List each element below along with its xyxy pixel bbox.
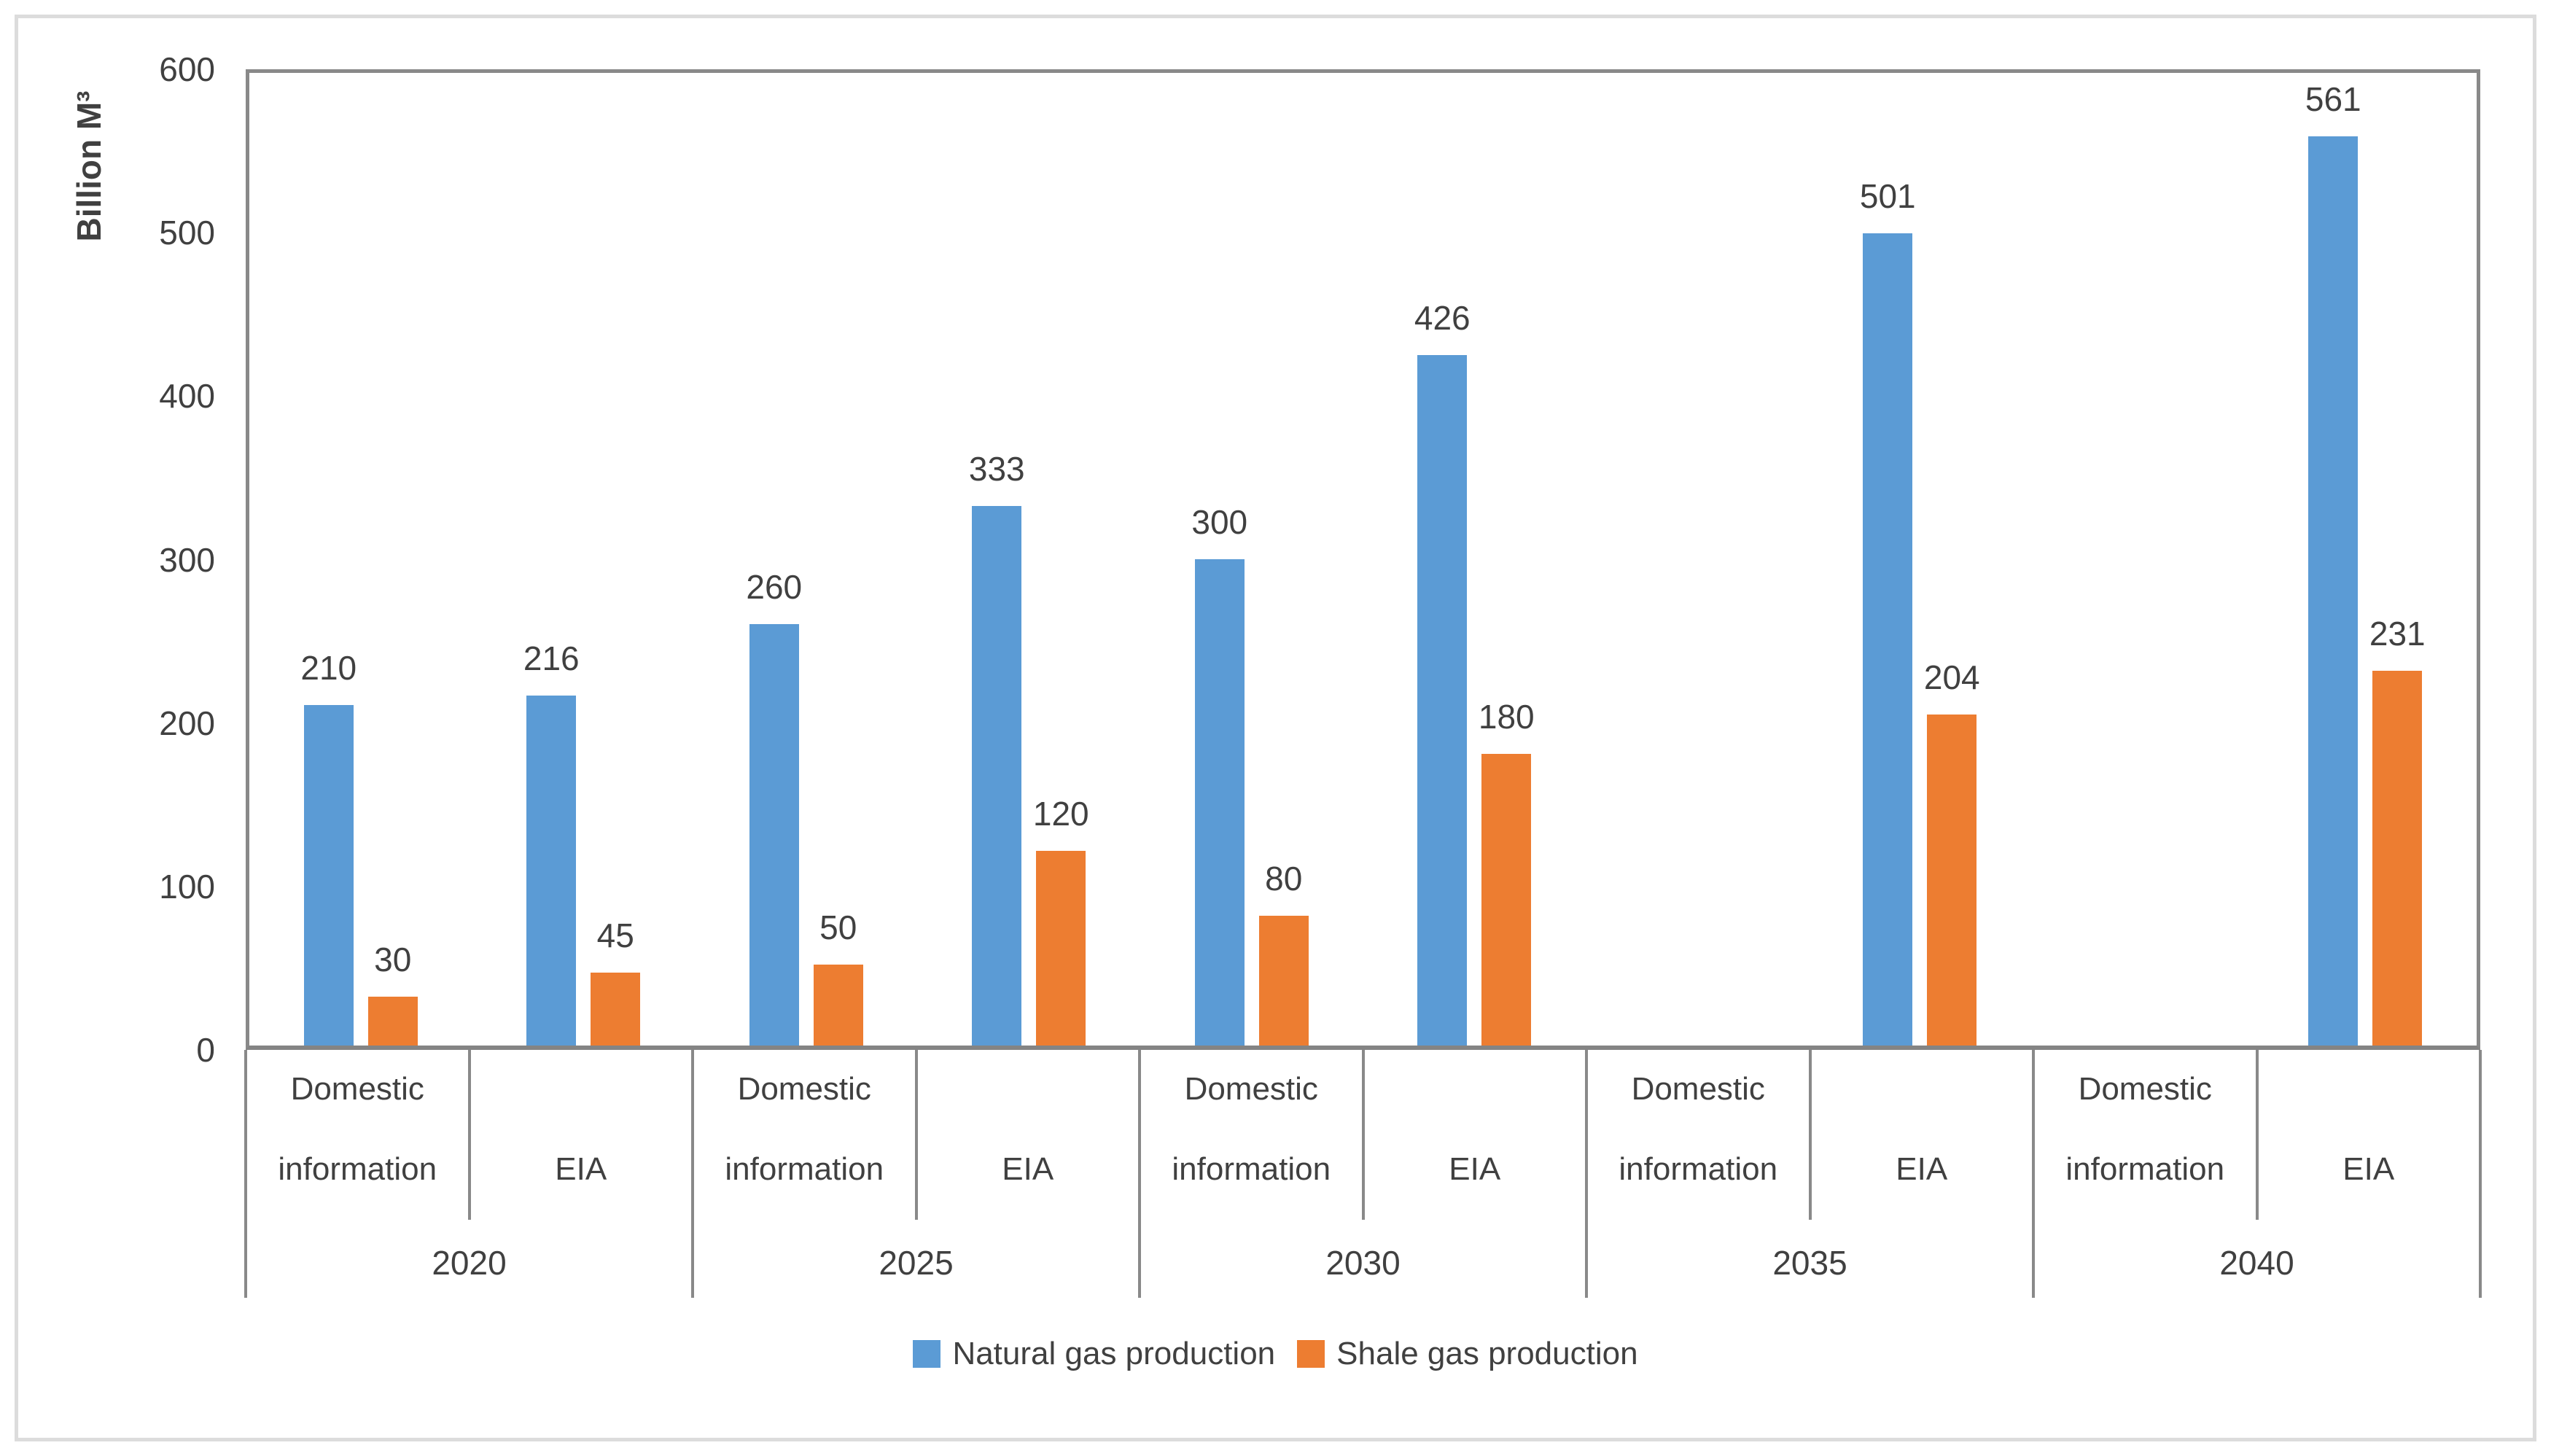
axis-divider [1585,1050,1588,1298]
category-label-cell: Domestic information [2033,1050,2257,1220]
legend-swatch-natural-gas-production [913,1340,941,1368]
bar-shale-gas-production-2025-eia [1036,851,1086,1046]
bar-value-label: 180 [1478,697,1535,736]
year-label-2035: 2035 [1772,1243,1847,1282]
bar-group-2020-eia: 216 45 [472,73,696,1046]
x-axis-year-row: 2020 2025 2030 2035 2040 [246,1220,2480,1305]
category-label-cell: EIA [470,1050,693,1220]
bar-value-label: 80 [1265,860,1303,898]
category-label-eia: EIA [2342,1151,2395,1187]
category-label-eia: EIA [1449,1151,1501,1187]
bar-shale-gas-production-2030-domestic-information [1258,916,1309,1046]
year-label-2020: 2020 [432,1243,507,1282]
axis-divider [244,1050,247,1298]
category-label-cell: Domestic information [246,1050,470,1220]
legend-item-shale-gas-production: Shale gas production [1297,1336,1638,1372]
bar-group-2040-eia: 561 231 [2254,73,2477,1046]
bar-natural-gas-production-2020-domestic-information [303,705,354,1046]
category-label-domestic-information: Domestic information [278,1071,437,1187]
bar-natural-gas-production-2030-domestic-information [1194,559,1245,1046]
chart-outer-frame [15,15,2536,1441]
y-tick-label-100: 100 [159,867,215,906]
bar-value-label: 300 [1191,503,1248,541]
category-label-domestic-information: Domestic information [1619,1071,1778,1187]
bar-value-label: 231 [2369,615,2426,653]
legend-label: Natural gas production [952,1336,1276,1371]
year-label-2040: 2040 [2219,1243,2294,1282]
bar-value-label: 426 [1414,298,1471,337]
axis-divider [691,1050,694,1298]
legend-item-natural-gas-production: Natural gas production [913,1336,1275,1372]
year-label-2030: 2030 [1325,1243,1401,1282]
y-tick-label-0: 0 [196,1031,215,1069]
bar-value-label: 204 [1923,658,1980,697]
bar-natural-gas-production-2025-eia [972,505,1022,1046]
bar-group-2035-domestic-information [1586,73,1809,1046]
axis-divider [1361,1050,1365,1220]
legend-label: Shale gas production [1336,1336,1638,1371]
axis-divider [1138,1050,1141,1298]
bar-shale-gas-production-2040-eia [2372,671,2423,1046]
legend-swatch-shale-gas-production [1297,1340,1325,1368]
bar-group-2035-eia: 501 204 [1809,73,2032,1046]
category-label-eia: EIA [555,1151,607,1187]
bar-value-label: 501 [1859,177,1916,216]
axis-divider [2479,1050,2482,1298]
y-tick-label-200: 200 [159,704,215,742]
axis-divider [467,1050,471,1220]
y-tick-label-300: 300 [159,540,215,579]
year-label-2025: 2025 [879,1243,954,1282]
bar-value-label: 120 [1032,795,1089,833]
category-label-domestic-information: Domestic information [2065,1071,2225,1187]
x-axis: Domestic information EIA Domestic informat… [244,1050,2482,1305]
category-label-eia: EIA [1002,1151,1054,1187]
bar-value-label: 333 [968,449,1025,488]
bar-group-2030-domestic-information: 300 80 [1140,73,1363,1046]
legend: Natural gas production Shale gas producti… [0,1336,2551,1372]
bar-group-2025-domestic-information: 260 50 [695,73,918,1046]
y-axis-tick-labels: 0 100 200 300 400 500 600 [66,0,215,1456]
bar-value-label: 30 [374,941,412,979]
bar-shale-gas-production-2035-eia [1927,715,1977,1046]
bar-group-2040-domestic-information [2031,73,2254,1046]
category-label-cell: Domestic information [693,1050,916,1220]
category-label-cell: Domestic information [1140,1050,1363,1220]
bar-shale-gas-production-2020-eia [591,972,641,1046]
category-label-cell: EIA [1810,1050,2034,1220]
axis-divider [1808,1050,1812,1220]
bar-natural-gas-production-2030-eia [1417,354,1468,1046]
category-label-cell: EIA [916,1050,1140,1220]
bar-natural-gas-production-2040-eia [2308,136,2359,1046]
bar-natural-gas-production-2035-eia [1863,233,1913,1046]
y-tick-label-600: 600 [159,50,215,88]
bar-group-2020-domestic-information: 210 30 [249,73,472,1046]
bar-value-label: 216 [523,639,580,677]
category-label-domestic-information: Domestic information [725,1071,884,1187]
bar-value-label: 45 [596,916,634,954]
y-tick-label-400: 400 [159,377,215,416]
axis-divider [2032,1050,2035,1298]
bar-value-label: 260 [746,567,803,606]
bar-shale-gas-production-2030-eia [1481,753,1532,1046]
category-label-cell: Domestic information [1586,1050,1810,1220]
category-label-eia: EIA [1896,1151,1948,1187]
axis-divider [2255,1050,2259,1220]
category-label-cell: EIA [2257,1050,2481,1220]
bar-value-label: 561 [2305,79,2361,118]
y-tick-label-500: 500 [159,214,215,252]
bar-natural-gas-production-2025-domestic-information [749,623,799,1046]
axis-divider [914,1050,918,1220]
bar-shale-gas-production-2025-domestic-information [813,964,863,1046]
bar-value-label: 50 [819,908,857,946]
bar-natural-gas-production-2020-eia [526,695,577,1046]
bar-group-2025-eia: 333 120 [918,73,1141,1046]
plot-area: 210 30 216 45 260 50 333 120 300 80 426 180 501 204 56… [246,69,2480,1050]
bar-value-label: 210 [300,649,357,688]
x-axis-category-row: Domestic information EIA Domestic informat… [246,1050,2480,1220]
category-label-cell: EIA [1363,1050,1587,1220]
bar-group-2030-eia: 426 180 [1363,73,1586,1046]
bar-shale-gas-production-2020-domestic-information [367,997,418,1046]
category-label-domestic-information: Domestic information [1172,1071,1331,1187]
